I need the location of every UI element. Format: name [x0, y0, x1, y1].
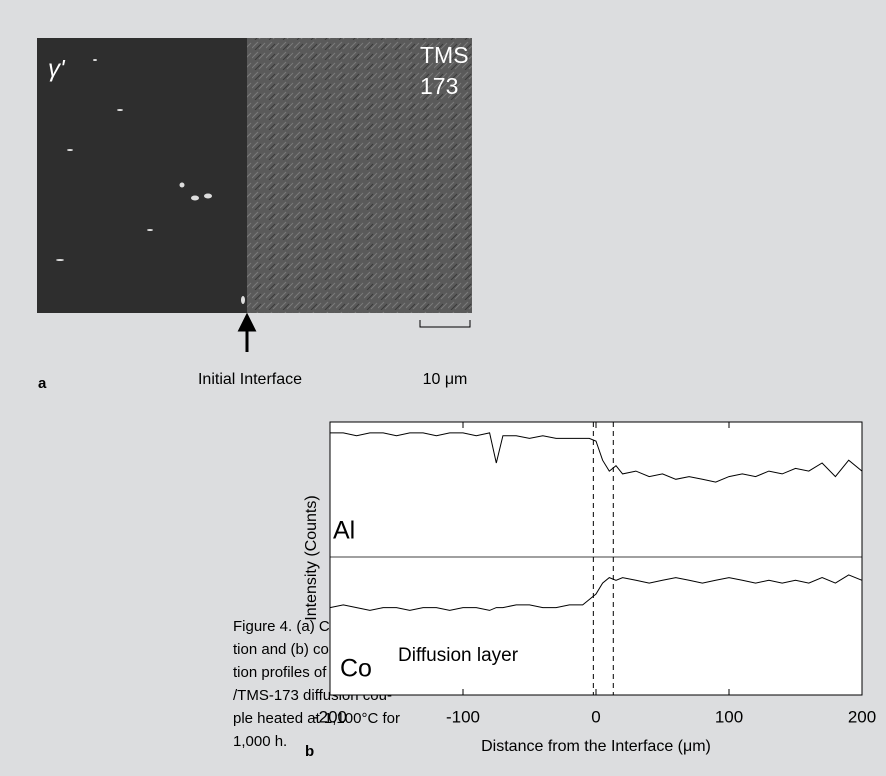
series-line — [330, 432, 863, 483]
x-tick-label: -100 — [446, 707, 480, 726]
precipitates — [56, 59, 245, 304]
x-tick-label: 0 — [591, 707, 600, 726]
panel-label: a — [38, 375, 47, 392]
micrograph-label: 173 — [420, 73, 458, 99]
x-axis-title: Distance from the Interface (μm) — [481, 738, 711, 755]
scale-bar — [419, 320, 471, 328]
micrograph-gamma-region — [37, 38, 247, 313]
gamma-label: γ' — [48, 55, 66, 82]
arrow-label: Initial Interface — [198, 371, 302, 388]
series-line — [329, 574, 863, 611]
interface-arrow — [237, 312, 257, 352]
series-label: Al — [333, 517, 355, 545]
panel-label: b — [305, 743, 314, 760]
micrograph-label: TMS — [420, 42, 469, 68]
caption-line: ple heated at 1,100°C for — [233, 710, 400, 727]
scale-label: 10 μm — [423, 371, 468, 388]
x-tick-label: 200 — [848, 707, 876, 726]
plot-area — [329, 421, 863, 696]
series-label: Co — [340, 655, 372, 683]
x-tick-label: -200 — [313, 707, 347, 726]
x-tick-label: 100 — [715, 707, 743, 726]
annotation: Diffusion layer — [398, 645, 519, 666]
y-axis-title: Intensity (Counts) — [303, 495, 320, 620]
caption-line: 1,000 h. — [233, 733, 287, 750]
